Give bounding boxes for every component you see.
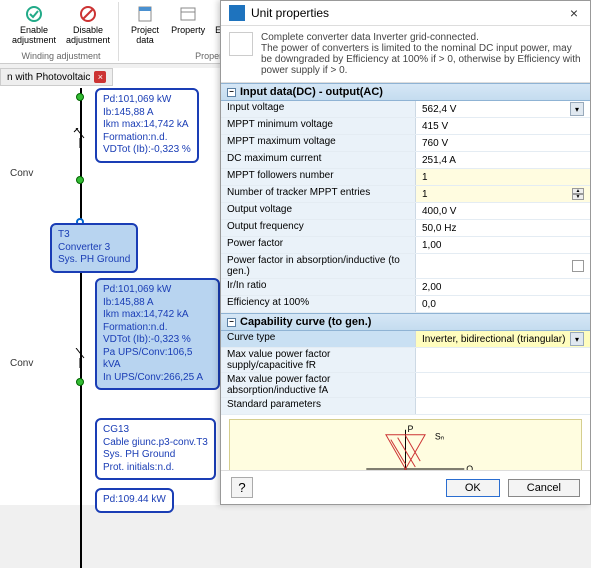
capability-diagram: P Q Sₙ xyxy=(229,419,582,470)
collapse-icon[interactable]: − xyxy=(227,88,236,97)
property-value[interactable]: 1▲▼ xyxy=(416,186,590,202)
property-value[interactable]: 562,4 V▾ xyxy=(416,101,590,117)
property-label: DC maximum current xyxy=(221,152,416,168)
property-label: Number of tracker MPPT entries xyxy=(221,186,416,202)
svg-text:Sₙ: Sₙ xyxy=(435,432,445,442)
property-icon xyxy=(178,4,198,24)
section-capability[interactable]: −Capability curve (to gen.) xyxy=(221,313,590,331)
collapse-icon[interactable]: − xyxy=(227,318,236,327)
dropdown-icon[interactable]: ▾ xyxy=(570,332,584,346)
property-value[interactable] xyxy=(416,348,590,372)
close-icon[interactable]: × xyxy=(566,5,582,21)
close-tab-icon[interactable]: × xyxy=(94,71,106,83)
unit-properties-dialog: Unit properties × Complete converter dat… xyxy=(220,0,591,505)
property-row[interactable]: Curve typeInverter, bidirectional (trian… xyxy=(221,331,590,348)
svg-text:Q: Q xyxy=(466,464,473,470)
property-label: Curve type xyxy=(221,331,416,347)
property-value[interactable] xyxy=(416,254,590,278)
property-row[interactable]: DC maximum current251,4 A xyxy=(221,152,590,169)
property-label: MPPT maximum voltage xyxy=(221,135,416,151)
ok-button[interactable]: OK xyxy=(446,479,500,497)
property-row[interactable]: Number of tracker MPPT entries1▲▼ xyxy=(221,186,590,203)
disable-icon xyxy=(78,4,98,24)
property-value[interactable]: 50,0 Hz xyxy=(416,220,590,236)
breaker-symbol[interactable] xyxy=(70,348,90,368)
dialog-description: Complete converter data Inverter grid-co… xyxy=(221,26,590,83)
property-row[interactable]: Ir/In ratio2,00 xyxy=(221,279,590,296)
property-row[interactable]: Power factor1,00 xyxy=(221,237,590,254)
info-box[interactable]: CG13 Cable giunc.p3-conv.T3 Sys. PH Grou… xyxy=(95,418,216,480)
property-row[interactable]: Output frequency50,0 Hz xyxy=(221,220,590,237)
property-value[interactable]: 1 xyxy=(416,169,590,185)
property-label: Max value power factor absorption/induct… xyxy=(221,373,416,397)
info-box[interactable]: Pd:101,069 kW Ib:145,88 A Ikm max:14,742… xyxy=(95,88,199,163)
property-button[interactable]: Property xyxy=(167,2,209,48)
property-label: MPPT minimum voltage xyxy=(221,118,416,134)
project-data-button[interactable]: Project data xyxy=(125,2,165,48)
property-value[interactable] xyxy=(416,398,590,414)
project-tab[interactable]: n with Photovoltaic × xyxy=(0,68,113,86)
dialog-footer: ? OK Cancel xyxy=(221,470,590,504)
dialog-icon xyxy=(229,5,245,21)
dialog-title: Unit properties xyxy=(251,6,566,20)
property-value[interactable]: 2,00 xyxy=(416,279,590,295)
toolbar-group-winding: Enable adjustment Disable adjustment Win… xyxy=(4,2,119,61)
section-input-output[interactable]: −Input data(DC) - output(AC) xyxy=(221,83,590,101)
property-label: Power factor in absorption/inductive (to… xyxy=(221,254,416,278)
breaker-symbol[interactable] xyxy=(70,128,90,148)
property-row[interactable]: Output voltage400,0 V xyxy=(221,203,590,220)
conv-label: Conv xyxy=(10,358,33,369)
property-value[interactable]: 760 V xyxy=(416,135,590,151)
property-row[interactable]: Standard parameters xyxy=(221,398,590,415)
property-value[interactable]: 400,0 V xyxy=(416,203,590,219)
help-button[interactable]: ? xyxy=(231,477,253,498)
property-label: Input voltage xyxy=(221,101,416,117)
property-label: Efficiency at 100% xyxy=(221,296,416,312)
description-icon xyxy=(229,32,253,56)
enable-adjustment-button[interactable]: Enable adjustment xyxy=(8,2,60,48)
svg-text:P: P xyxy=(407,424,413,434)
enable-icon xyxy=(24,4,44,24)
property-row[interactable]: Input voltage562,4 V▾ xyxy=(221,101,590,118)
property-label: Max value power factor supply/capacitive… xyxy=(221,348,416,372)
dropdown-icon[interactable]: ▾ xyxy=(570,102,584,116)
property-label: Output frequency xyxy=(221,220,416,236)
property-label: Output voltage xyxy=(221,203,416,219)
property-value[interactable]: 415 V xyxy=(416,118,590,134)
property-label: Standard parameters xyxy=(221,398,416,414)
property-value[interactable]: 251,4 A xyxy=(416,152,590,168)
property-value[interactable]: 0,0 xyxy=(416,296,590,312)
checkbox[interactable] xyxy=(572,260,584,272)
diagram-canvas[interactable]: n with Photovoltaic × Pd:101,069 kW Ib:1… xyxy=(0,68,220,505)
project-data-icon xyxy=(135,4,155,24)
property-label: MPPT followers number xyxy=(221,169,416,185)
info-box[interactable]: Pd:109.44 kW xyxy=(95,488,174,513)
node-green[interactable] xyxy=(76,93,84,101)
property-label: Power factor xyxy=(221,237,416,253)
node-green[interactable] xyxy=(76,176,84,184)
dialog-titlebar: Unit properties × xyxy=(221,1,590,26)
property-row[interactable]: MPPT followers number1 xyxy=(221,169,590,186)
cancel-button[interactable]: Cancel xyxy=(508,479,580,497)
property-label: Ir/In ratio xyxy=(221,279,416,295)
property-row[interactable]: Max value power factor absorption/induct… xyxy=(221,373,590,398)
spinner[interactable]: ▲▼ xyxy=(572,188,584,200)
property-row[interactable]: MPPT maximum voltage760 V xyxy=(221,135,590,152)
property-row[interactable]: MPPT minimum voltage415 V xyxy=(221,118,590,135)
conv-label: Conv xyxy=(10,168,33,179)
property-row[interactable]: Power factor in absorption/inductive (to… xyxy=(221,254,590,279)
property-value[interactable] xyxy=(416,373,590,397)
property-row[interactable]: Efficiency at 100%0,0 xyxy=(221,296,590,313)
property-row[interactable]: Max value power factor supply/capacitive… xyxy=(221,348,590,373)
property-value[interactable]: 1,00 xyxy=(416,237,590,253)
disable-adjustment-button[interactable]: Disable adjustment xyxy=(62,2,114,48)
info-box[interactable]: Pd:101,069 kW Ib:145,88 A Ikm max:14,742… xyxy=(95,278,220,390)
property-value[interactable]: Inverter, bidirectional (triangular)▾ xyxy=(416,331,590,347)
node-green[interactable] xyxy=(76,378,84,386)
dialog-body: −Input data(DC) - output(AC) Input volta… xyxy=(221,83,590,470)
info-box-converter[interactable]: T3 Converter 3 Sys. PH Ground xyxy=(50,223,138,273)
wire xyxy=(80,88,82,568)
